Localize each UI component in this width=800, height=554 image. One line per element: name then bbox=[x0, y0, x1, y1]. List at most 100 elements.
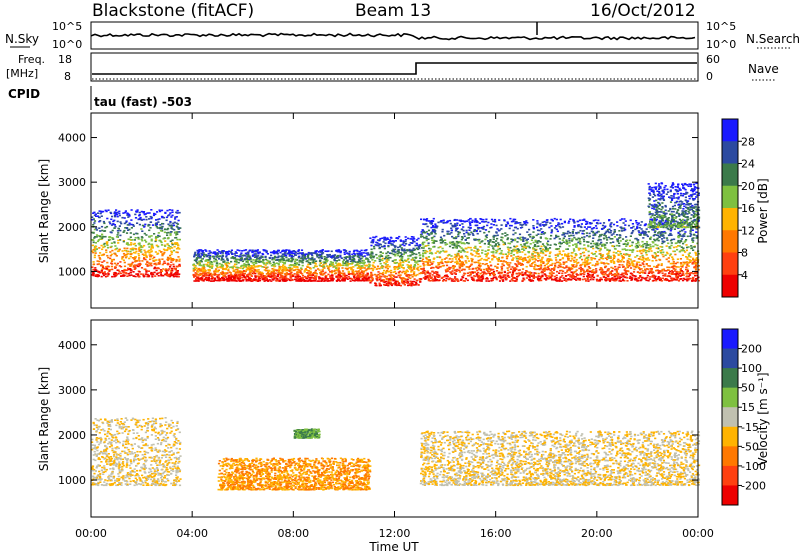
echo-cell bbox=[137, 275, 141, 278]
echo-cell bbox=[271, 257, 274, 259]
nsearch-tick-top: 10^5 bbox=[706, 20, 736, 33]
echo-cell bbox=[649, 246, 652, 248]
echo-cell bbox=[594, 225, 598, 227]
echo-cell bbox=[297, 274, 300, 276]
echo-cell bbox=[663, 221, 666, 224]
echo-cell bbox=[240, 271, 243, 273]
echo-cell bbox=[406, 249, 409, 251]
echo-cell bbox=[339, 256, 342, 258]
echo-cell bbox=[343, 272, 346, 275]
echo-cell bbox=[670, 242, 673, 244]
echo-cell bbox=[200, 279, 203, 281]
echo-cell bbox=[399, 265, 402, 267]
echo-cell bbox=[294, 254, 297, 256]
echo-cell bbox=[441, 258, 444, 261]
echo-cell bbox=[375, 275, 378, 278]
echo-cell bbox=[434, 230, 437, 232]
echo-cell bbox=[433, 235, 436, 238]
echo-cell bbox=[672, 261, 675, 263]
echo-cell bbox=[127, 253, 130, 255]
echo-cell bbox=[588, 267, 591, 269]
echo-cell bbox=[677, 266, 680, 268]
echo-cell bbox=[247, 255, 250, 258]
echo-cell bbox=[112, 238, 115, 240]
echo-cell bbox=[416, 273, 419, 276]
echo-cell bbox=[589, 278, 592, 281]
echo-cell bbox=[134, 256, 137, 258]
echo-cell bbox=[474, 238, 477, 240]
echo-cell bbox=[92, 212, 95, 214]
echo-cell bbox=[635, 222, 638, 224]
echo-cell bbox=[395, 276, 398, 278]
echo-cell bbox=[476, 266, 479, 269]
echo-cell bbox=[348, 256, 351, 259]
echo-cell bbox=[523, 278, 526, 281]
echo-cell bbox=[107, 209, 110, 211]
echo-cell bbox=[100, 215, 103, 217]
echo-cell bbox=[251, 254, 255, 256]
echo-cell bbox=[485, 254, 488, 257]
echo-cell bbox=[469, 273, 472, 275]
echo-cell bbox=[102, 253, 106, 256]
echo-cell bbox=[263, 269, 266, 271]
echo-cell bbox=[145, 241, 148, 243]
echo-cell bbox=[418, 252, 421, 254]
echo-cell bbox=[141, 230, 144, 232]
echo-cell bbox=[603, 237, 606, 240]
echo-cell bbox=[421, 235, 424, 238]
echo-cell bbox=[527, 261, 530, 264]
echo-cell bbox=[403, 249, 406, 252]
echo-cell bbox=[140, 210, 143, 213]
echo-cell bbox=[238, 259, 241, 261]
echo-cell bbox=[569, 218, 572, 220]
echo-cell bbox=[224, 272, 227, 274]
echo-cell bbox=[345, 264, 348, 267]
echo-cell bbox=[534, 255, 537, 257]
echo-cell bbox=[645, 245, 648, 247]
echo-cell bbox=[425, 235, 428, 238]
echo-cell bbox=[526, 275, 529, 277]
echo-cell bbox=[248, 258, 251, 261]
echo-cell bbox=[178, 273, 181, 275]
echo-cell bbox=[172, 249, 176, 252]
echo-cell bbox=[352, 255, 355, 257]
echo-cell bbox=[247, 254, 250, 256]
echo-cell bbox=[238, 276, 241, 279]
echo-cell bbox=[679, 275, 682, 277]
echo-cell bbox=[310, 252, 313, 254]
echo-cell bbox=[281, 253, 284, 255]
echo-cell bbox=[283, 262, 286, 265]
echo-cell bbox=[162, 268, 165, 270]
echo-cell bbox=[695, 272, 698, 275]
echo-cell bbox=[413, 238, 416, 240]
echo-cell bbox=[100, 269, 103, 272]
echo-cell bbox=[203, 267, 206, 269]
echo-cell bbox=[329, 263, 332, 265]
echo-cell bbox=[661, 246, 664, 248]
echo-cell bbox=[241, 264, 244, 267]
echo-cell bbox=[650, 268, 653, 271]
echo-cell bbox=[167, 236, 170, 239]
echo-cell bbox=[428, 276, 431, 278]
echo-cell bbox=[94, 242, 97, 244]
echo-cell bbox=[273, 270, 276, 273]
echo-cell bbox=[528, 276, 531, 279]
echo-cell bbox=[351, 253, 354, 256]
echo-cell bbox=[553, 267, 556, 269]
echo-cell bbox=[235, 274, 238, 276]
echo-cell bbox=[386, 257, 389, 260]
echo-cell bbox=[216, 249, 219, 251]
echo-cell bbox=[607, 274, 610, 276]
echo-cell bbox=[111, 237, 114, 239]
echo-cell bbox=[564, 242, 567, 244]
echo-cell bbox=[431, 242, 434, 244]
echo-cell bbox=[97, 263, 100, 265]
echo-cell bbox=[221, 271, 224, 274]
echo-cell bbox=[378, 272, 382, 275]
echo-cell bbox=[669, 275, 672, 278]
echo-cell bbox=[348, 267, 351, 269]
echo-cell bbox=[507, 251, 510, 253]
echo-cell bbox=[399, 239, 402, 241]
echo-cell bbox=[467, 246, 470, 249]
echo-cell bbox=[225, 256, 228, 258]
